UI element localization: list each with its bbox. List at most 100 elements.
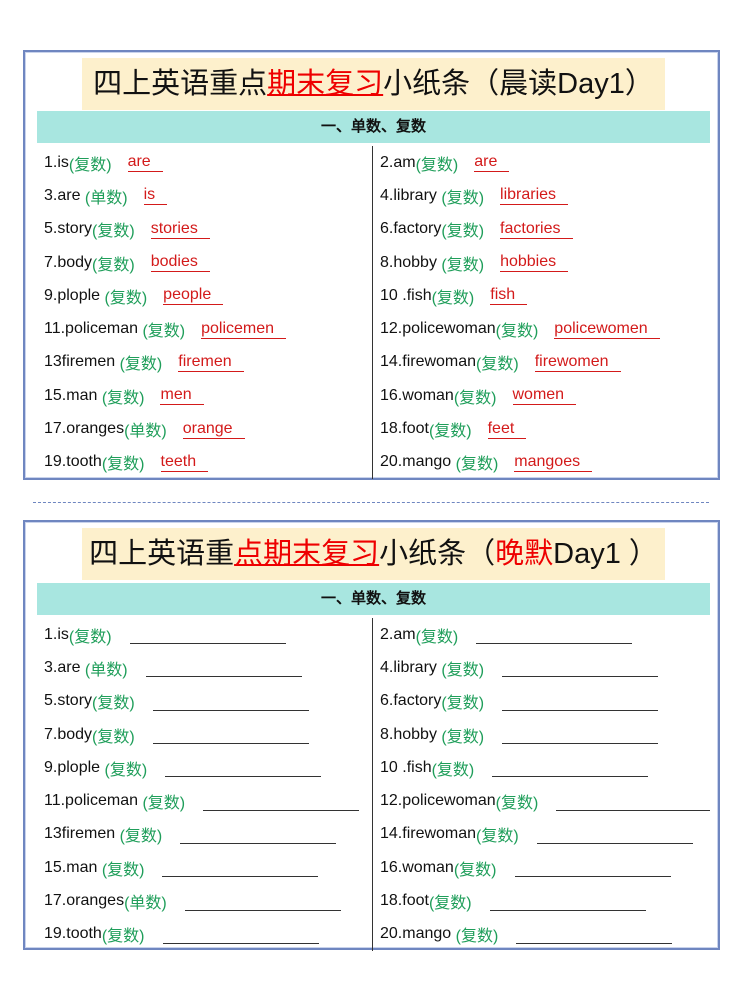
section-header: 一、单数、复数 — [37, 111, 710, 143]
morning-reading-card: 四上英语重点期末复习小纸条（晨读Day1） 一、单数、复数 1.is (复数) ar… — [23, 50, 720, 480]
answer: women — [512, 386, 577, 406]
form-label: (复数) — [441, 189, 485, 207]
word-item: 17.oranges (单数) orange — [37, 412, 373, 446]
title-text-end: 小纸条（晨读Day1） — [383, 68, 654, 100]
card-title: 四上英语重点期末复习小纸条（晨读Day1） — [82, 58, 665, 110]
answer: hobbies — [500, 253, 569, 273]
word-item: 16.woman (复数) women — [373, 379, 710, 412]
answer-blank[interactable] — [514, 858, 671, 878]
word-item: 8.hobby (复数) — [373, 718, 710, 751]
form-label: (复数) — [495, 795, 539, 813]
answer: fish — [490, 286, 528, 306]
word: 7.body — [44, 725, 93, 743]
title-text-end: Day1 ） — [553, 538, 658, 570]
answer-blank[interactable] — [152, 692, 309, 711]
answer-blank[interactable] — [145, 658, 302, 678]
answer-blank[interactable] — [502, 725, 659, 745]
word-item: 18.foot (复数) feet — [373, 412, 710, 445]
answer: factories — [500, 220, 573, 239]
word-item: 10 .fish (复数) fish — [373, 279, 710, 312]
answer-blank[interactable] — [516, 925, 673, 944]
word-item: 7.body (复数) bodies — [37, 245, 373, 280]
word-item: 3.are (单数) is — [37, 179, 373, 213]
word-item: 13firemen (复数) — [37, 817, 373, 852]
answer: firemen — [178, 353, 244, 372]
answer-blank[interactable] — [556, 792, 710, 811]
word-item: 8.hobby (复数) hobbies — [373, 246, 710, 279]
answer-blank[interactable] — [502, 658, 659, 678]
answer: men — [160, 386, 204, 406]
word-item: 6.factory (复数) — [373, 685, 710, 718]
word: 3.are — [44, 658, 85, 676]
answer-blank[interactable] — [129, 625, 286, 645]
form-label: (复数) — [92, 223, 135, 241]
answer-blank[interactable] — [489, 892, 646, 911]
word: 16.woman — [380, 386, 454, 404]
word-item: 14.firewoman (复数) firewomen — [373, 346, 710, 379]
answer: policewomen — [554, 320, 660, 339]
word: 19.tooth — [44, 925, 102, 943]
word: 15.man — [44, 858, 102, 876]
word: 20.mango — [380, 453, 456, 471]
answer-blank[interactable] — [180, 825, 337, 844]
word: 5.story — [44, 692, 93, 710]
word: 19.tooth — [44, 453, 102, 471]
title-highlight: 期末复习 — [267, 68, 384, 100]
form-label: (复数) — [428, 423, 472, 441]
form-label: (复数) — [455, 928, 499, 946]
answer: are — [474, 153, 510, 173]
form-label: (复数) — [415, 628, 459, 646]
answer-blank[interactable] — [476, 625, 633, 645]
answer: teeth — [160, 453, 209, 472]
answer-blank[interactable] — [152, 725, 309, 745]
form-label: (复数) — [101, 928, 145, 946]
answer-blank[interactable] — [502, 692, 659, 711]
word-item: 1.is (复数) — [37, 618, 373, 652]
title-text: 四上英语重点 — [93, 68, 268, 100]
word: 17.oranges — [44, 892, 125, 910]
answer-blank[interactable] — [492, 758, 649, 778]
word: 9.plople — [44, 758, 105, 776]
word: 12.policewoman — [380, 320, 496, 338]
word-item: 14.firewoman (复数) — [373, 818, 710, 851]
form-label: (复数) — [142, 323, 186, 341]
word: 9.plople — [44, 286, 105, 304]
form-label: (复数) — [431, 289, 475, 307]
word: 4.library — [380, 186, 442, 204]
answer-blank[interactable] — [165, 758, 322, 778]
word-item: 11.policeman (复数) — [37, 784, 373, 818]
word: 4.library — [380, 658, 442, 676]
word-item: 15.man (复数) — [37, 851, 373, 885]
form-label: (单数) — [84, 661, 128, 679]
answer-blank[interactable] — [162, 925, 319, 944]
form-label: (复数) — [441, 256, 485, 274]
answer-blank[interactable] — [536, 825, 693, 844]
word-item: 9.plople (复数) — [37, 751, 373, 785]
answer-blank[interactable] — [162, 858, 319, 878]
answer-blank[interactable] — [203, 792, 360, 811]
answer: are — [127, 153, 163, 173]
form-label: (复数) — [441, 728, 485, 746]
form-label: (复数) — [476, 356, 519, 374]
word-item: 2.am (复数) — [373, 618, 710, 651]
word-item: 19.tooth (复数) teeth — [37, 445, 373, 479]
section-header: 一、单数、复数 — [37, 583, 710, 615]
answer-blank[interactable] — [184, 892, 341, 911]
evening-dictation-card: 四上英语重点期末复习小纸条（晚默Day1 ） 一、单数、复数 1.is (复数) 2… — [23, 520, 720, 951]
form-label: (复数) — [92, 728, 135, 746]
form-label: (复数) — [495, 323, 539, 341]
word-item: 5.story (复数) — [37, 684, 373, 718]
form-label: (复数) — [428, 895, 472, 913]
form-label: (复数) — [101, 456, 145, 474]
form-label: (复数) — [441, 661, 485, 679]
word-item: 10 .fish (复数) — [373, 751, 710, 784]
word-grid: 1.is (复数) are 2.am (复数) are 3.are (单数) is 4.libr… — [37, 146, 710, 479]
answer: orange — [182, 420, 245, 439]
form-label: (复数) — [431, 761, 475, 779]
form-label: (复数) — [68, 628, 112, 646]
word: 1.is — [44, 625, 69, 643]
word-item: 20.mango (复数) mangoes — [373, 446, 710, 479]
card-title: 四上英语重点期末复习小纸条（晚默Day1 ） — [82, 528, 665, 580]
form-label: (复数) — [142, 795, 186, 813]
word: 10 .fish — [380, 758, 432, 776]
